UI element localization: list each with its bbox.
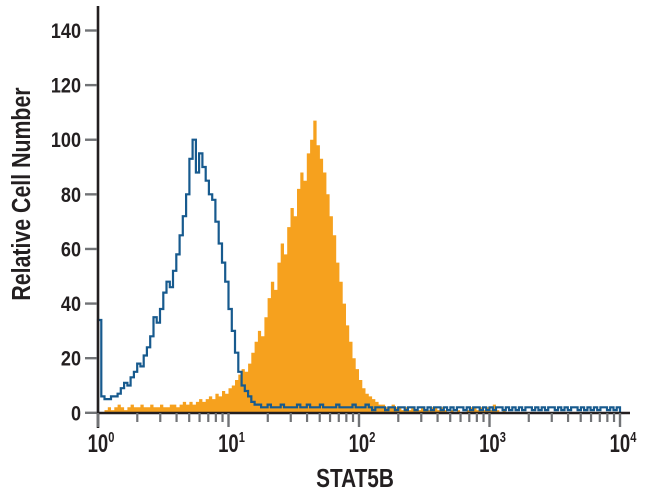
x-axis-title: STAT5B bbox=[316, 464, 394, 493]
y-tick-label: 100 bbox=[51, 129, 81, 153]
y-tick-label: 120 bbox=[51, 74, 81, 98]
x-tick-label: 104 bbox=[610, 428, 637, 457]
y-tick-label: 80 bbox=[61, 184, 81, 208]
y-axis-title: Relative Cell Number bbox=[7, 87, 37, 300]
y-tick-label: 0 bbox=[71, 402, 81, 426]
blue-outline-histogram bbox=[96, 138, 622, 413]
series-layer bbox=[96, 120, 622, 413]
x-tick-label: 102 bbox=[349, 428, 376, 457]
y-tick-label: 20 bbox=[61, 347, 81, 371]
y-tick-label: 40 bbox=[61, 293, 81, 317]
y-tick-label: 60 bbox=[61, 238, 81, 262]
tick-labels: 0 20 40 60 80 100 120 140 100 101 102 103 104 bbox=[51, 20, 637, 458]
x-tick-label: 103 bbox=[479, 428, 506, 457]
x-tick-label: 100 bbox=[88, 428, 115, 457]
x-tick-label: 101 bbox=[218, 428, 245, 457]
axes bbox=[85, 6, 630, 428]
y-tick-label: 140 bbox=[51, 20, 81, 44]
